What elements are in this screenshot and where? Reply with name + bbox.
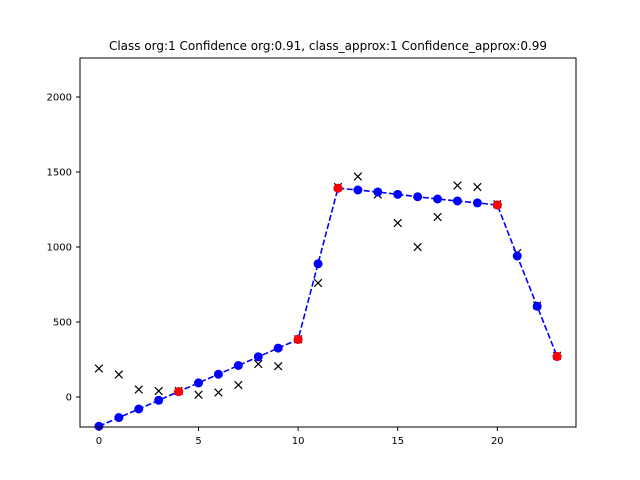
original-point-stroke-b [393,218,402,228]
approx-point [433,194,443,204]
y-tick-label: 2000 [47,93,72,104]
approx-point [353,185,363,195]
y-tick-label: 1000 [47,243,72,254]
original-point [114,370,124,379]
original-point-stroke-b [353,172,363,181]
approx-point [213,369,223,379]
original-point-stroke-b [313,278,323,288]
original-point-stroke-b [214,388,223,397]
original-point [453,181,462,190]
original-point-stroke-b [154,386,163,396]
approx-point [273,343,283,353]
breakpoint-point [174,387,184,397]
approx-point [472,198,482,208]
approx-point [373,187,383,197]
original-point-stroke-b [273,362,283,371]
original-point [134,385,143,394]
breakpoint-point [492,200,502,210]
approx-point [532,301,542,311]
original-point [433,212,442,222]
axes-frame [79,57,577,428]
x-tick-label: 20 [491,436,504,447]
original-point [254,359,263,369]
approx-point [233,361,243,370]
approx-point [413,192,423,202]
breakpoint-point [333,183,343,193]
y-tick-label: 1500 [47,168,72,179]
approx-point [94,421,104,431]
approx-line [98,187,558,428]
original-point [473,182,482,192]
original-point-stroke-b [114,370,124,379]
approx-point [253,352,263,362]
original-point-stroke-b [433,212,442,222]
approx-point [393,189,403,199]
original-point-stroke-b [234,380,243,390]
x-tick-label: 15 [391,436,404,447]
original-point-stroke-b [413,242,422,252]
approx-point [154,395,164,405]
original-point [353,172,363,181]
original-point [154,386,163,396]
original-point [94,364,104,373]
x-tick-label: 10 [292,436,305,447]
original-point-stroke-b [194,390,203,399]
approx-point [194,378,204,388]
original-point [194,390,203,399]
breakpoint-point [293,334,303,344]
approx-point [512,251,522,261]
approx-point [452,196,462,206]
approx-point [313,259,323,269]
x-tick-label: 5 [195,436,201,447]
original-point [214,388,223,397]
original-point-stroke-b [134,385,143,394]
original-point-stroke-b [453,181,462,190]
original-point [234,380,243,390]
original-point-stroke-b [94,364,104,373]
original-point [273,362,283,371]
y-tick-label: 0 [66,393,72,404]
original-point [413,242,422,252]
original-point-stroke-b [254,359,263,369]
original-point-stroke-b [473,182,482,192]
original-point [393,218,402,228]
plot-area [94,172,562,431]
approx-point [114,413,124,423]
breakpoint-point [552,352,562,361]
x-tick-label: 0 [96,436,102,447]
y-tick-label: 500 [53,318,72,329]
original-point [313,278,323,288]
chart-title: Class org:1 Confidence org:0.91, class_a… [109,39,547,53]
approx-point [134,404,144,414]
